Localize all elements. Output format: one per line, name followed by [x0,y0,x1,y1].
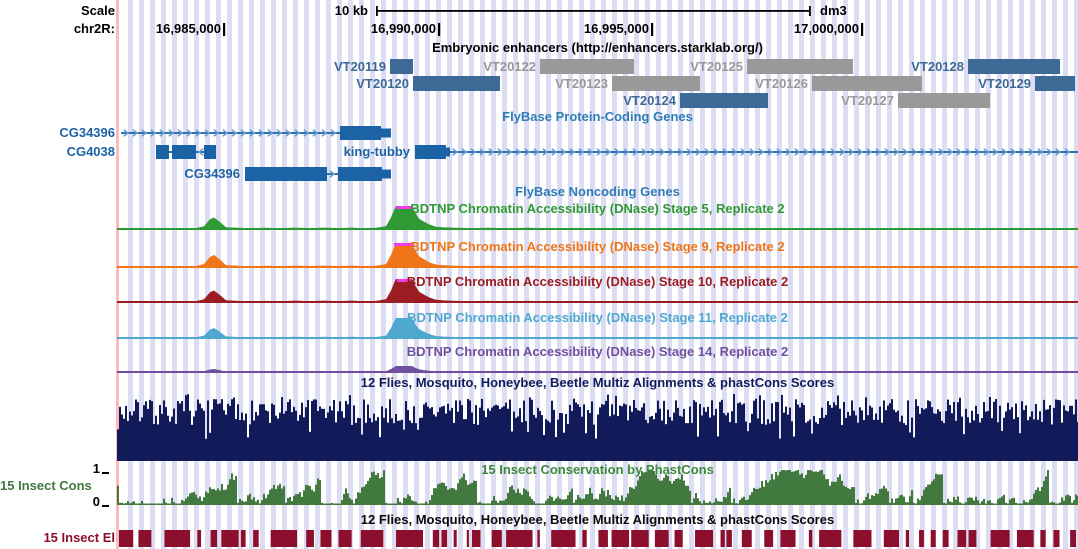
enhancer-bar-VT20127[interactable] [898,93,990,108]
coding-genes-track-title[interactable]: FlyBase Protein-Coding Genes [502,109,693,124]
dnase-track-title-stage-3[interactable]: BDTNP Chromatin Accessibility (DNase) St… [406,274,789,289]
enhancer-label-VT20127[interactable]: VT20127 [841,93,894,108]
ruler-position-label: 16,985,000 [155,21,221,36]
enhancer-label-VT20120[interactable]: VT20120 [356,76,409,91]
ruler-position-label: 16,990,000 [370,21,436,36]
insect-elements-left-label[interactable]: 15 Insect El [43,530,115,545]
gene-label-CG34396[interactable]: CG34396 [59,125,115,140]
multiz-elements-track-title[interactable]: 12 Flies, Mosquito, Honeybee, Beetle Mul… [360,512,835,527]
enhancer-bar-VT20123[interactable] [612,76,700,91]
clip-indicator [396,206,413,209]
enhancer-bar-VT20126[interactable] [812,76,922,91]
gene-king-tubby[interactable] [415,145,1078,159]
enhancer-bar-VT20120[interactable] [413,76,500,91]
dnase-wiggle-stage-2[interactable] [117,243,1078,268]
enhancer-bar-VT20129[interactable] [1035,76,1075,91]
dnase-wiggle-stage-5[interactable] [117,366,1078,373]
conservation-axis-min: 0 [92,494,100,509]
conservation-track-title[interactable]: 15 Insect Conservation by PhastCons [481,462,714,477]
enhancer-label-VT20119[interactable]: VT20119 [333,59,386,74]
enhancer-bar-VT20128[interactable] [968,59,1060,74]
ruler-tick [438,23,441,36]
enhancer-label-VT20128[interactable]: VT20128 [911,59,964,74]
ruler-tick [651,23,654,36]
conservation-plot[interactable] [117,470,1078,505]
enhancer-label-VT20123[interactable]: VT20123 [555,76,608,91]
axis-tick-1 [102,472,109,474]
ruler-tick [223,23,226,36]
enhancer-bar-VT20125[interactable] [747,59,853,74]
dnase-track-title-stage-5[interactable]: BDTNP Chromatin Accessibility (DNase) St… [406,344,789,359]
dnase-wiggle-stage-3[interactable] [117,279,1078,303]
enhancer-bar-VT20122[interactable] [540,59,634,74]
multiz-track-title[interactable]: 12 Flies, Mosquito, Honeybee, Beetle Mul… [360,375,835,390]
enhancer-label-VT20129[interactable]: VT20129 [978,76,1031,91]
ruler-position-label: 16,995,000 [583,21,649,36]
dnase-track-title-stage-2[interactable]: BDTNP Chromatin Accessibility (DNase) St… [410,239,785,254]
conservation-axis-max: 1 [92,461,100,476]
enhancer-label-VT20124[interactable]: VT20124 [623,93,676,108]
gene-CG34396[interactable] [245,167,391,181]
enhancer-bar-VT20124[interactable] [680,93,768,108]
gene-CG4038[interactable] [156,145,216,159]
dnase-wiggle-stage-1[interactable] [117,206,1078,230]
enhancer-label-VT20122[interactable]: VT20122 [483,59,536,74]
noncoding-genes-track-title[interactable]: FlyBase Noncoding Genes [515,184,680,199]
conservation-left-label[interactable]: 15 Insect Cons [0,478,92,493]
dnase-track-title-stage-1[interactable]: BDTNP Chromatin Accessibility (DNase) St… [410,201,785,216]
enhancers-track-title[interactable]: Embryonic enhancers (http://enhancers.st… [432,40,763,55]
clip-indicator [394,243,414,246]
insect-elements-plot[interactable] [119,530,1076,547]
gene-label-CG4038[interactable]: CG4038 [66,144,115,159]
scale-label: Scale [81,3,115,18]
gene-label-CG34396[interactable]: CG34396 [184,166,240,181]
ruler [223,6,864,36]
ruler-tick [861,23,864,36]
clip-indicator [397,279,411,282]
multiz-alignment-plot[interactable] [117,394,1078,461]
chromosome-label: chr2R: [73,21,115,36]
flybase-genes-track [121,126,1078,181]
enhancer-label-VT20126[interactable]: VT20126 [755,76,808,91]
dnase-wiggle-stage-4[interactable] [117,318,1078,339]
gene-CG34396[interactable] [121,126,391,140]
ruler-position-label: 17,000,000 [793,21,859,36]
enhancer-bar-VT20119[interactable] [390,59,413,74]
gene-label-king-tubby[interactable]: king-tubby [343,144,410,159]
dnase-track-title-stage-4[interactable]: BDTNP Chromatin Accessibility (DNase) St… [407,310,788,325]
window-left-guide-line [116,0,119,549]
enhancer-label-VT20125[interactable]: VT20125 [690,59,743,74]
enhancers-track [390,59,1075,108]
axis-tick-0 [102,505,109,507]
assembly-label: dm3 [820,3,847,18]
scale-bar-label: 10 kb [334,3,368,18]
